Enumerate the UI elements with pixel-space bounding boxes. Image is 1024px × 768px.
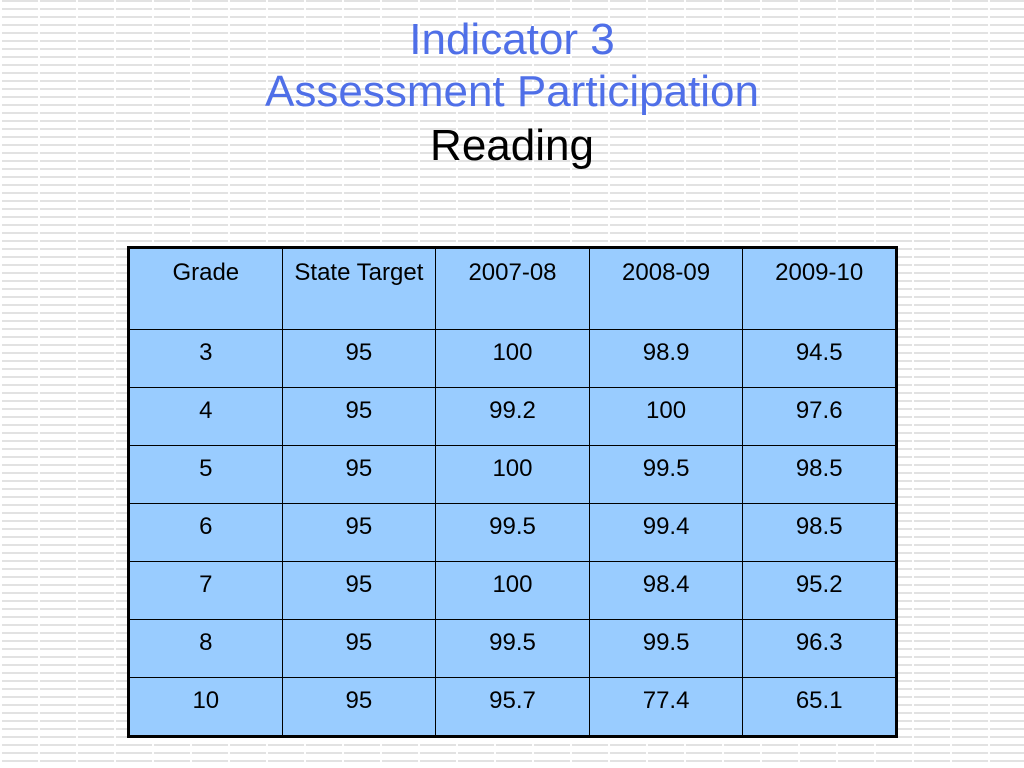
table-cell: 95 bbox=[281, 503, 437, 562]
table-cell: 95.2 bbox=[742, 561, 897, 620]
table-cell: 100 bbox=[435, 329, 590, 388]
table-cell: 100 bbox=[435, 561, 590, 620]
table-cell: 98.9 bbox=[588, 329, 744, 388]
table-cell: 8 bbox=[128, 619, 283, 678]
table-cell: 99.5 bbox=[588, 445, 744, 504]
table-row: 6 95 99.5 99.4 98.5 bbox=[128, 503, 897, 562]
header-cell-2008-09: 2008-09 bbox=[588, 247, 744, 330]
table-cell: 99.2 bbox=[435, 387, 590, 446]
table-cell: 95 bbox=[281, 445, 437, 504]
slide-subtitle: Reading bbox=[430, 121, 594, 170]
header-cell-2009-10: 2009-10 bbox=[742, 247, 897, 330]
table-cell: 99.5 bbox=[588, 619, 744, 678]
header-cell-2007-08: 2007-08 bbox=[435, 247, 590, 330]
slide-title-line-2: Assessment Participation bbox=[265, 67, 759, 116]
table-cell: 95 bbox=[281, 677, 437, 737]
table-cell: 99.5 bbox=[435, 503, 590, 562]
table-cell: 95.7 bbox=[435, 677, 590, 737]
table-cell: 3 bbox=[128, 329, 283, 388]
header-cell-grade: Grade bbox=[128, 247, 283, 330]
table-header-row: Grade State Target 2007-08 2008-09 2009-… bbox=[128, 247, 897, 330]
table-row: 3 95 100 98.9 94.5 bbox=[128, 329, 897, 388]
table-row: 7 95 100 98.4 95.2 bbox=[128, 561, 897, 620]
participation-table: Grade State Target 2007-08 2008-09 2009-… bbox=[127, 246, 898, 738]
table-cell: 100 bbox=[435, 445, 590, 504]
table-cell: 98.4 bbox=[588, 561, 744, 620]
table-cell: 98.5 bbox=[742, 445, 897, 504]
slide-title-block: Indicator 3 Assessment Participation Rea… bbox=[0, 14, 1024, 174]
table-cell: 94.5 bbox=[742, 329, 897, 388]
table-cell: 96.3 bbox=[742, 619, 897, 678]
table-cell: 99.5 bbox=[435, 619, 590, 678]
table-row: 8 95 99.5 99.5 96.3 bbox=[128, 619, 897, 678]
table-cell: 97.6 bbox=[742, 387, 897, 446]
table-cell: 95 bbox=[281, 619, 437, 678]
slide-title-line-1: Indicator 3 bbox=[409, 15, 615, 64]
table-cell: 95 bbox=[281, 387, 437, 446]
table-cell: 5 bbox=[128, 445, 283, 504]
table-cell: 95 bbox=[281, 561, 437, 620]
table-cell: 100 bbox=[588, 387, 744, 446]
table-row: 10 95 95.7 77.4 65.1 bbox=[128, 677, 897, 737]
table-cell: 10 bbox=[128, 677, 283, 737]
table-cell: 4 bbox=[128, 387, 283, 446]
table-cell: 7 bbox=[128, 561, 283, 620]
table-cell: 98.5 bbox=[742, 503, 897, 562]
table-cell: 99.4 bbox=[588, 503, 744, 562]
table-row: 4 95 99.2 100 97.6 bbox=[128, 387, 897, 446]
table-cell: 65.1 bbox=[742, 677, 897, 737]
table-cell: 77.4 bbox=[588, 677, 744, 737]
table-row: 5 95 100 99.5 98.5 bbox=[128, 445, 897, 504]
table-cell: 6 bbox=[128, 503, 283, 562]
table-cell: 95 bbox=[281, 329, 437, 388]
header-cell-state-target: State Target bbox=[281, 247, 437, 330]
